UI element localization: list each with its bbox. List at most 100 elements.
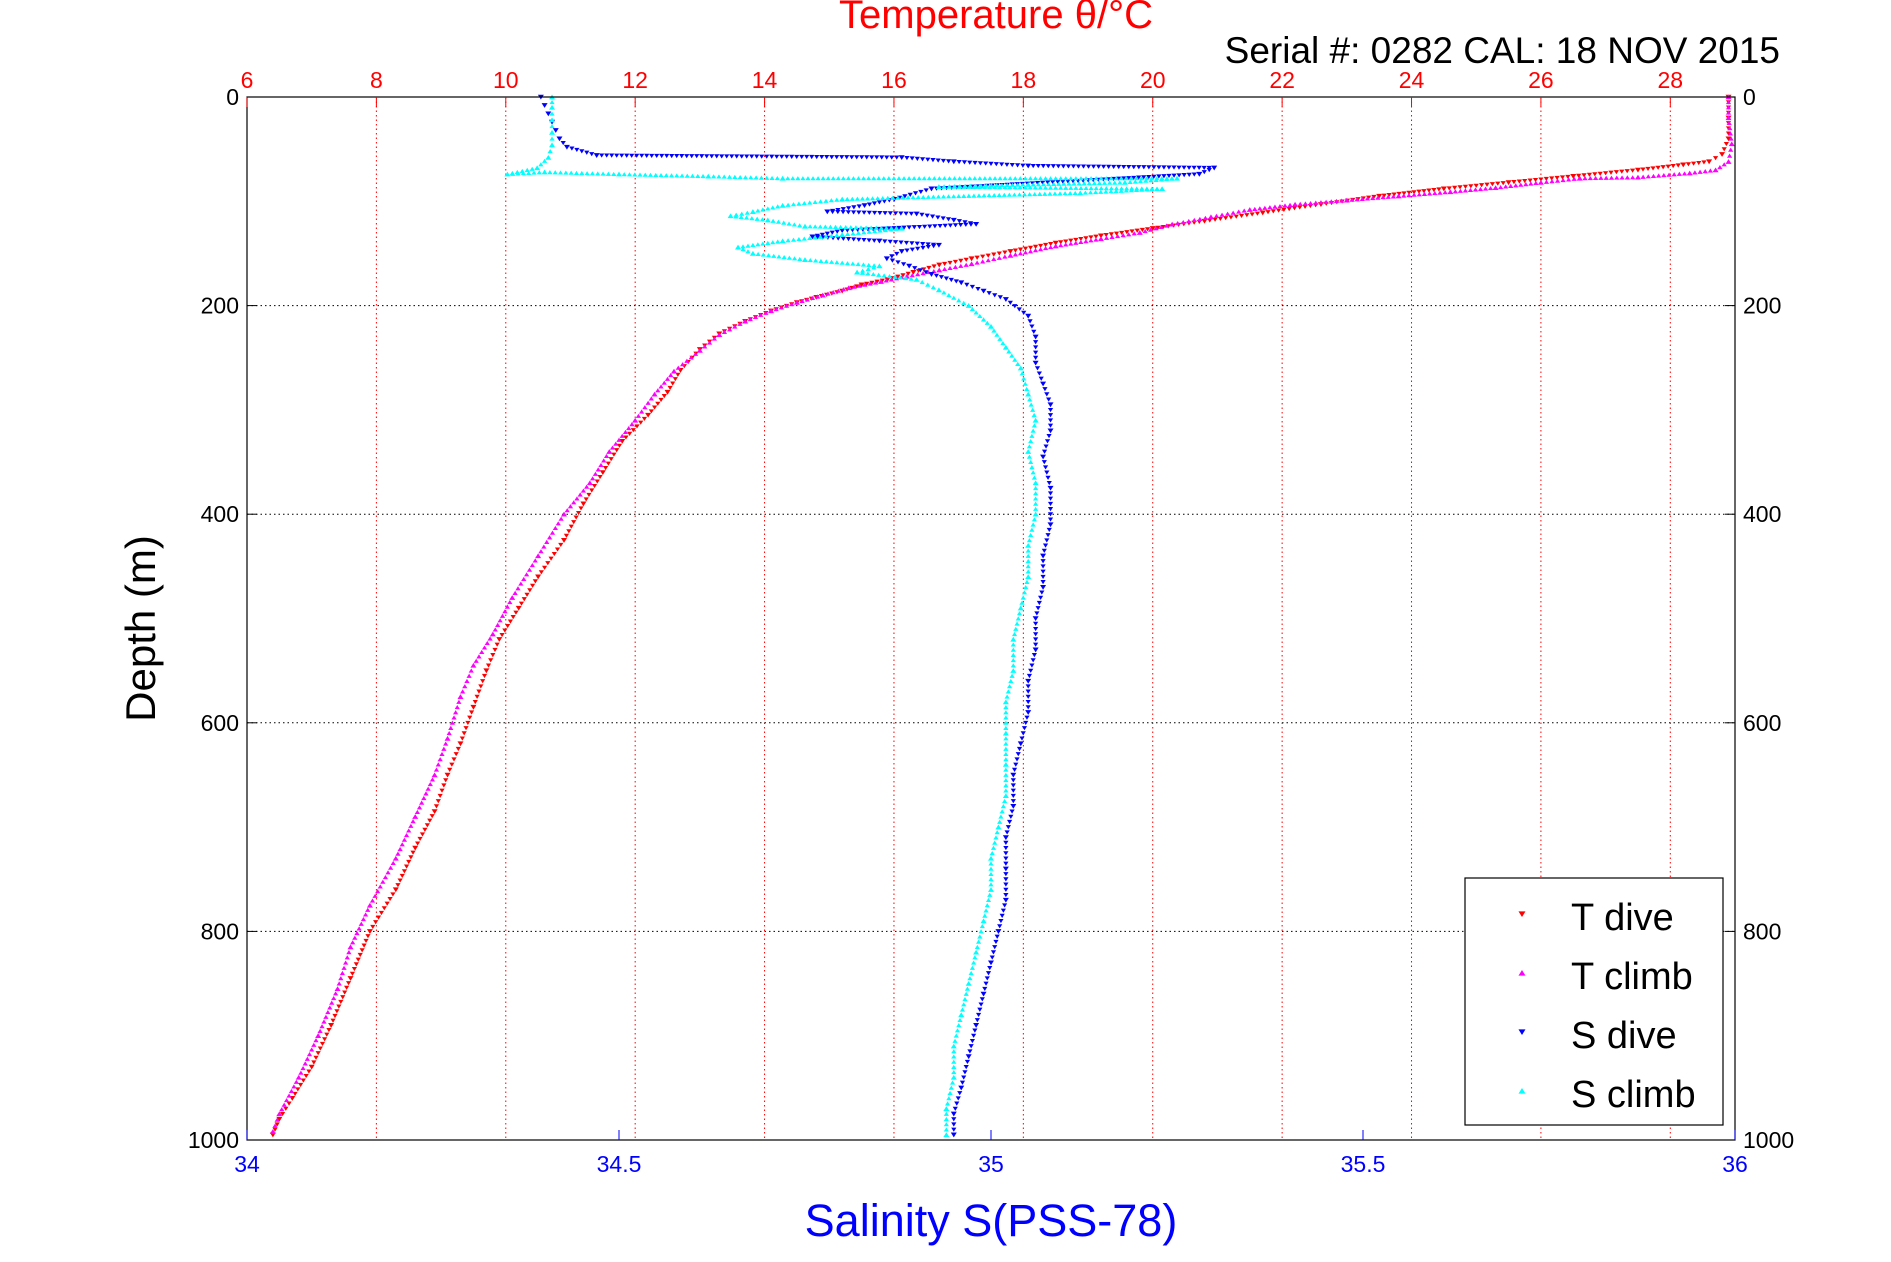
data-point xyxy=(911,225,917,230)
data-point xyxy=(1047,407,1054,413)
data-point xyxy=(1017,741,1024,747)
data-point xyxy=(860,268,866,273)
data-point xyxy=(951,1049,957,1054)
data-point xyxy=(1233,214,1239,219)
data-point xyxy=(1044,392,1050,397)
data-point xyxy=(942,266,948,272)
data-point xyxy=(961,160,968,165)
data-point xyxy=(1592,172,1598,177)
data-point xyxy=(1023,720,1029,726)
data-point xyxy=(484,640,490,646)
data-point xyxy=(1685,162,1692,167)
data-point xyxy=(1244,213,1250,218)
data-point xyxy=(1169,176,1175,181)
series-s-climb xyxy=(504,94,1180,1138)
data-point xyxy=(716,332,723,338)
data-point xyxy=(871,176,877,181)
data-point xyxy=(1543,176,1549,182)
data-point xyxy=(998,814,1004,819)
data-point xyxy=(992,945,998,950)
data-point xyxy=(839,196,846,202)
data-point xyxy=(955,1096,961,1101)
data-point xyxy=(760,207,766,212)
data-point xyxy=(1656,173,1662,178)
data-point xyxy=(1098,186,1104,191)
legend-marker xyxy=(1518,911,1526,917)
data-point xyxy=(876,176,882,181)
data-point xyxy=(1041,460,1047,465)
data-point xyxy=(1549,179,1555,184)
data-point xyxy=(727,213,734,219)
legend-marker xyxy=(1518,970,1526,976)
data-point xyxy=(1139,176,1145,181)
data-point xyxy=(881,176,887,181)
data-point xyxy=(1038,595,1044,600)
data-point xyxy=(1025,689,1031,694)
data-point xyxy=(988,161,994,166)
depth-tick-label-right: 400 xyxy=(1743,501,1781,527)
data-point xyxy=(1033,491,1039,496)
data-point xyxy=(1097,233,1104,239)
data-point xyxy=(589,152,595,157)
data-point xyxy=(415,841,421,846)
data-point xyxy=(613,441,619,446)
data-point xyxy=(1479,183,1485,188)
data-point xyxy=(1041,449,1048,454)
data-point xyxy=(1068,241,1074,246)
data-point xyxy=(724,154,730,159)
data-point xyxy=(1034,611,1040,616)
data-point xyxy=(952,223,959,228)
data-point xyxy=(467,715,473,720)
data-point xyxy=(1440,186,1447,192)
data-point xyxy=(1118,188,1124,193)
data-point xyxy=(334,986,341,992)
data-point xyxy=(855,230,862,235)
data-point xyxy=(370,924,376,929)
data-point xyxy=(1091,180,1097,186)
data-point xyxy=(1532,177,1539,183)
data-point xyxy=(1120,233,1126,238)
data-point xyxy=(1252,206,1258,212)
data-point xyxy=(639,409,645,414)
data-point xyxy=(1002,344,1009,350)
data-point xyxy=(363,912,369,917)
data-point xyxy=(1118,176,1124,181)
data-point xyxy=(1241,208,1247,213)
data-point xyxy=(1015,616,1021,621)
data-point xyxy=(632,172,638,177)
data-point xyxy=(823,259,829,264)
data-point xyxy=(829,230,835,235)
data-point xyxy=(882,239,888,244)
data-point xyxy=(1582,176,1588,181)
data-point xyxy=(984,320,990,325)
data-point xyxy=(867,281,873,286)
data-point xyxy=(466,673,472,678)
data-point xyxy=(983,161,989,166)
data-point xyxy=(1676,171,1682,176)
temperature-tick-label: 18 xyxy=(1011,67,1037,93)
data-point xyxy=(1339,198,1345,203)
legend-marker xyxy=(1518,1088,1526,1094)
data-point xyxy=(309,1047,315,1052)
data-point xyxy=(351,966,357,972)
data-point xyxy=(1062,191,1068,196)
data-point xyxy=(567,504,574,509)
data-point xyxy=(861,238,867,243)
data-point xyxy=(1144,227,1151,232)
data-point xyxy=(1040,454,1047,460)
data-point xyxy=(914,156,920,161)
data-point xyxy=(1254,211,1261,216)
data-point xyxy=(779,154,785,159)
data-point xyxy=(914,241,920,246)
data-point xyxy=(1139,227,1145,233)
data-point xyxy=(1046,397,1052,402)
data-point xyxy=(1090,164,1097,169)
data-point xyxy=(1146,174,1152,180)
data-point xyxy=(1146,165,1152,170)
data-point xyxy=(952,259,959,265)
data-point xyxy=(835,210,841,215)
data-point xyxy=(547,535,553,540)
data-point xyxy=(1020,731,1026,736)
data-point xyxy=(548,556,554,561)
data-point xyxy=(1144,187,1150,192)
